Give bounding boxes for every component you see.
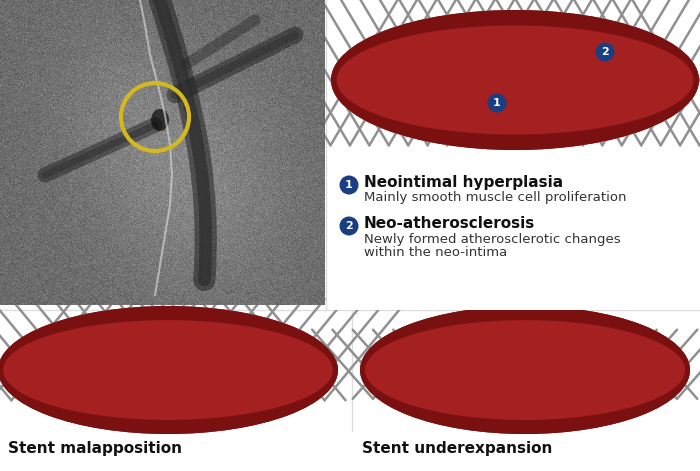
Ellipse shape — [424, 320, 626, 360]
Ellipse shape — [365, 320, 685, 420]
Ellipse shape — [353, 47, 677, 114]
Ellipse shape — [400, 62, 530, 114]
Ellipse shape — [372, 330, 678, 410]
Text: 1: 1 — [493, 98, 501, 108]
Text: Stent underexpansion: Stent underexpansion — [362, 441, 552, 456]
Text: 2: 2 — [601, 47, 609, 57]
Ellipse shape — [360, 306, 690, 434]
Ellipse shape — [447, 325, 612, 355]
Circle shape — [487, 94, 507, 113]
Ellipse shape — [10, 330, 326, 410]
Ellipse shape — [516, 53, 634, 87]
Ellipse shape — [344, 37, 686, 123]
Text: Newly formed atherosclerotic changes: Newly formed atherosclerotic changes — [364, 233, 621, 245]
Ellipse shape — [0, 306, 338, 434]
Ellipse shape — [337, 25, 694, 135]
Ellipse shape — [18, 339, 318, 401]
Ellipse shape — [411, 67, 519, 108]
Circle shape — [340, 176, 358, 195]
Ellipse shape — [447, 385, 612, 415]
Ellipse shape — [360, 306, 690, 434]
Ellipse shape — [0, 306, 338, 434]
Ellipse shape — [417, 79, 497, 107]
Text: within the neo-intima: within the neo-intima — [364, 245, 508, 259]
Ellipse shape — [380, 339, 670, 401]
Ellipse shape — [151, 109, 169, 131]
Ellipse shape — [505, 49, 645, 91]
Ellipse shape — [463, 337, 550, 351]
Ellipse shape — [410, 316, 640, 365]
Text: Neo-atherosclerosis: Neo-atherosclerosis — [364, 217, 536, 232]
Text: Neointimal hyperplasia: Neointimal hyperplasia — [364, 176, 563, 190]
Circle shape — [340, 217, 358, 236]
Ellipse shape — [365, 320, 685, 420]
Ellipse shape — [424, 380, 626, 420]
Circle shape — [596, 42, 615, 62]
Ellipse shape — [387, 351, 663, 389]
Ellipse shape — [463, 390, 550, 403]
Text: 2: 2 — [345, 221, 353, 231]
Ellipse shape — [99, 378, 246, 406]
Ellipse shape — [22, 320, 314, 392]
Text: 1: 1 — [345, 180, 353, 190]
Ellipse shape — [66, 370, 270, 414]
Ellipse shape — [331, 10, 699, 150]
Ellipse shape — [410, 376, 640, 424]
Ellipse shape — [113, 382, 190, 395]
Ellipse shape — [3, 320, 333, 420]
Ellipse shape — [78, 374, 258, 410]
Text: Mainly smooth muscle cell proliferation: Mainly smooth muscle cell proliferation — [364, 192, 626, 204]
Ellipse shape — [383, 348, 667, 392]
Ellipse shape — [337, 25, 694, 135]
Ellipse shape — [3, 320, 333, 420]
Ellipse shape — [331, 10, 699, 150]
Ellipse shape — [26, 323, 310, 389]
Bar — [330, 160, 700, 310]
Text: Stent malapposition: Stent malapposition — [8, 441, 182, 456]
Ellipse shape — [533, 57, 627, 82]
Ellipse shape — [535, 59, 585, 71]
